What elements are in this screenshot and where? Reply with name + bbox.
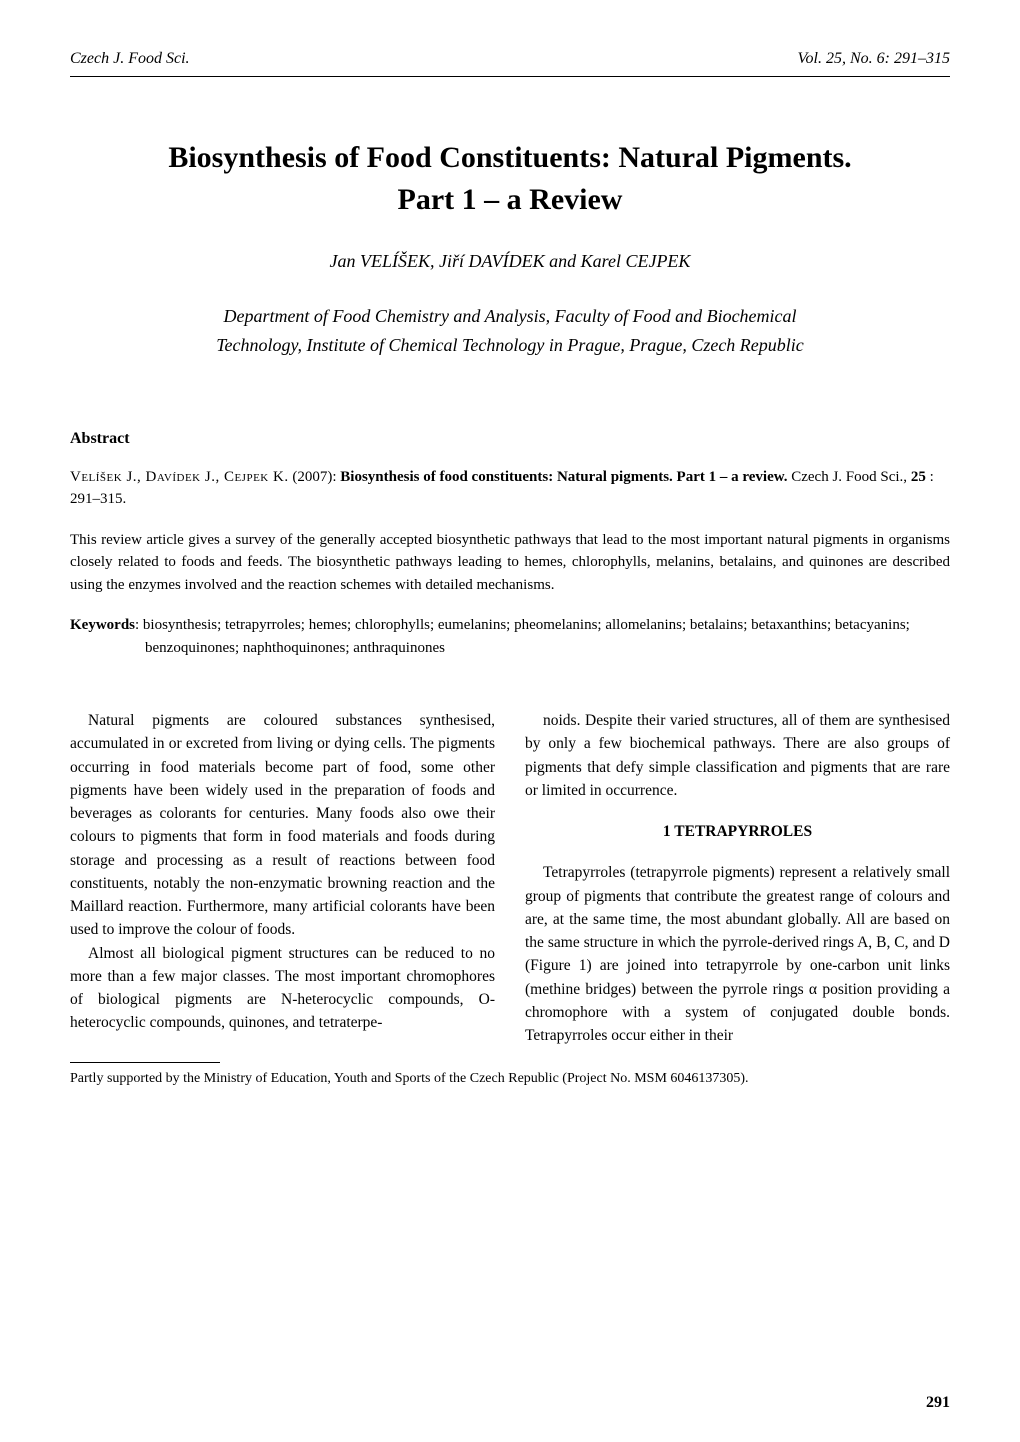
abstract-heading: Abstract	[70, 430, 950, 448]
keywords: Keywords: biosynthesis; tetrapyrroles; h…	[70, 614, 950, 659]
authors: Jan VELÍŠEK, Jiří DAVÍDEK and Karel CEJP…	[70, 251, 950, 272]
citation: Velíšek J., Davídek J., Cejpek K. (2007)…	[70, 466, 950, 511]
keywords-body: : biosynthesis; tetrapyrroles; hemes; ch…	[135, 617, 910, 656]
body-paragraph: Almost all biological pigment structures…	[70, 942, 495, 1035]
journal-name: Czech J. Food Sci.	[70, 50, 190, 68]
page-number: 291	[926, 1394, 950, 1412]
title-line-2: Part 1 – a Review	[398, 183, 623, 216]
issue-pages: Vol. 25, No. 6: 291–315	[798, 50, 950, 68]
section-heading: 1 TETRAPYRROLES	[525, 820, 950, 843]
article-title: Biosynthesis of Food Constituents: Natur…	[70, 137, 950, 221]
abstract-body: This review article gives a survey of th…	[70, 529, 950, 597]
left-column: Natural pigments are coloured substances…	[70, 709, 495, 1047]
citation-year: (2007):	[292, 469, 340, 485]
citation-journal: Czech J. Food Sci.,	[791, 469, 911, 485]
affiliation: Department of Food Chemistry and Analysi…	[70, 302, 950, 360]
keywords-label: Keywords	[70, 617, 135, 633]
body-paragraph: noids. Despite their varied structures, …	[525, 709, 950, 802]
affiliation-line-1: Department of Food Chemistry and Analysi…	[223, 306, 796, 326]
footnote: Partly supported by the Ministry of Educ…	[70, 1069, 950, 1089]
right-column: noids. Despite their varied structures, …	[525, 709, 950, 1047]
citation-authors: Velíšek J., Davídek J., Cejpek K.	[70, 469, 289, 485]
title-line-1: Biosynthesis of Food Constituents: Natur…	[168, 141, 851, 174]
running-header: Czech J. Food Sci. Vol. 25, No. 6: 291–3…	[70, 50, 950, 77]
citation-title: Biosynthesis of food constituents: Natur…	[340, 469, 787, 485]
body-columns: Natural pigments are coloured substances…	[70, 709, 950, 1047]
body-paragraph: Natural pigments are coloured substances…	[70, 709, 495, 942]
citation-volume: 25	[911, 469, 926, 485]
affiliation-line-2: Technology, Institute of Chemical Techno…	[216, 335, 804, 355]
footnote-rule	[70, 1062, 220, 1063]
body-paragraph: Tetrapyrroles (tetrapyrrole pigments) re…	[525, 861, 950, 1047]
